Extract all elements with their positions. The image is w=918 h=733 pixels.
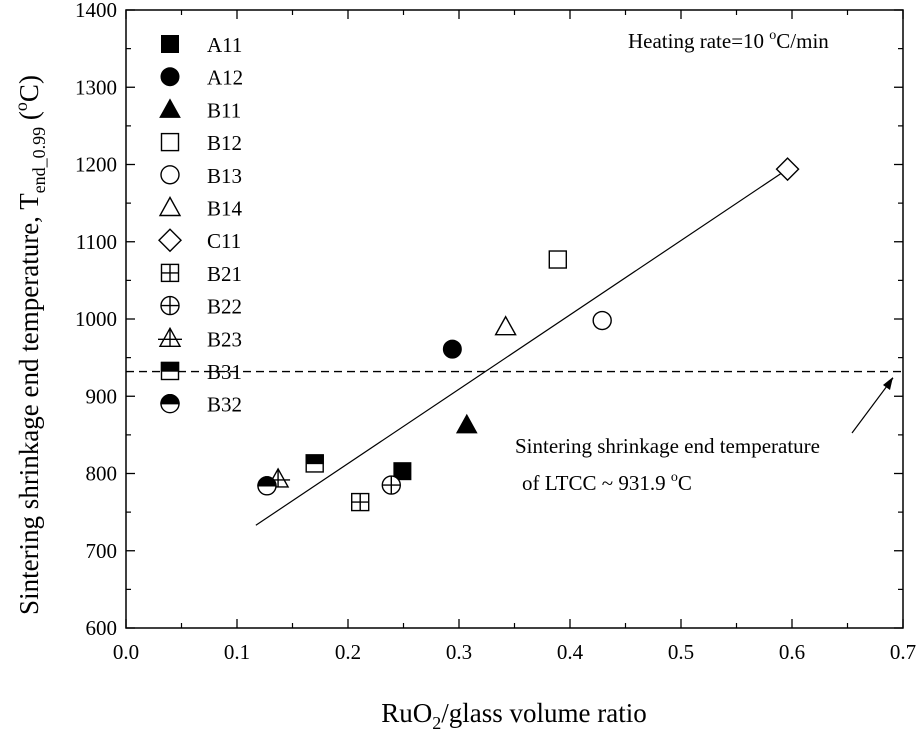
x-tick-label: 0.7 (890, 640, 916, 664)
x-tick-label: 0.3 (446, 640, 472, 664)
legend-marker-c11 (158, 228, 182, 253)
y-axis-title: Sintering shrinkage end temperature, Ten… (11, 75, 49, 615)
data-point-b31 (305, 454, 324, 473)
legend-marker-b12 (160, 132, 180, 152)
ref-label-line2: of LTCC ~ 931.9 oC (522, 470, 692, 495)
legend-label-b32: B32 (207, 393, 242, 417)
legend-label-b11: B11 (207, 98, 241, 122)
data-point-a11 (393, 462, 412, 481)
chart-lines (126, 168, 903, 526)
legend-marker-a12 (160, 67, 180, 87)
y-tick-label: 1200 (75, 153, 117, 177)
legend-label-b13: B13 (207, 164, 242, 188)
legend-label-b31: B31 (207, 360, 242, 384)
x-axis-title: RuO2/glass volume ratio (381, 698, 646, 733)
axis-ticks (125, 9, 904, 629)
y-tick-label: 1300 (75, 75, 117, 99)
legend-marker-b11 (159, 98, 181, 118)
legend: A11 A12 B11 B12 B13 B14 C11 B21 B22 B23 B31 B32 (158, 33, 243, 417)
x-tick-label: 0.2 (335, 640, 361, 664)
x-axis-title-rest: /glass volume ratio (441, 698, 646, 728)
legend-marker-b13 (160, 165, 180, 185)
legend-label-c11: C11 (207, 229, 241, 253)
ref-label-suffix: C (678, 471, 692, 495)
data-point-b14 (494, 315, 517, 336)
y-tick-label: 1100 (76, 230, 117, 254)
annotation-arrowhead (883, 377, 893, 390)
legend-label-a11: A11 (207, 33, 242, 57)
legend-label-b23: B23 (207, 327, 242, 351)
plot-frame (125, 9, 904, 629)
data-point-b21 (351, 492, 370, 512)
legend-marker-b31 (160, 361, 180, 381)
data-point-b13 (592, 310, 612, 331)
x-tick-label: 0.0 (113, 640, 139, 664)
y-axis-title-sup: o (11, 102, 31, 111)
heating-rate-sup: o (769, 28, 776, 43)
legend-label-b21: B21 (207, 262, 242, 286)
legend-marker-b22 (160, 295, 180, 316)
y-tick-label: 900 (86, 384, 118, 408)
y-tick-label: 800 (86, 462, 118, 486)
legend-marker-b23 (158, 326, 182, 347)
y-tick-label: 1400 (75, 0, 117, 22)
legend-label-a12: A12 (207, 66, 243, 90)
legend-label-b22: B22 (207, 295, 242, 319)
x-axis-title-base: RuO (381, 698, 432, 728)
x-tick-label: 0.1 (224, 640, 250, 664)
y-tick-label: 700 (86, 539, 118, 563)
x-tick-label: 0.6 (779, 640, 805, 664)
legend-label-b14: B14 (207, 197, 243, 221)
data-point-a12 (442, 339, 462, 359)
data-points (257, 157, 800, 512)
data-point-c11 (775, 157, 800, 182)
legend-label-b12: B12 (207, 131, 242, 155)
legend-marker-b14 (158, 196, 182, 217)
y-axis-title-close: C) (14, 75, 44, 102)
heating-rate-suffix: C/min (776, 29, 829, 53)
x-tick-label: 0.5 (668, 640, 694, 664)
y-axis-title-open: ( (14, 111, 44, 127)
linear-fit-line (255, 168, 788, 526)
data-point-b32 (257, 476, 277, 496)
y-axis-title-base: Sintering shrinkage end temperature, T (14, 193, 44, 615)
data-point-b11 (455, 413, 478, 434)
axis-tick-labels: 0.0 0.1 0.2 0.3 0.4 0.5 0.6 0.7 600 700 800 900 1000… (75, 0, 916, 664)
legend-marker-b32 (160, 394, 180, 414)
y-tick-label: 600 (86, 616, 118, 640)
y-tick-label: 1000 (75, 307, 117, 331)
data-point-b12 (548, 250, 567, 269)
legend-marker-b21 (160, 263, 180, 283)
y-axis-title-sub: end_0.99 (29, 127, 49, 194)
ref-label-prefix: of LTCC ~ 931.9 (522, 471, 671, 495)
heating-rate-annotation: Heating rate=10 oC/min (628, 28, 829, 53)
legend-marker-a11 (161, 35, 179, 53)
x-axis-title-sub: 2 (432, 713, 441, 733)
ref-label-sup: o (671, 470, 678, 485)
ref-label-line1: Sintering shrinkage end temperature (515, 434, 820, 458)
data-point-b22 (381, 475, 401, 495)
heating-rate-prefix: Heating rate=10 (628, 29, 769, 53)
x-tick-label: 0.4 (557, 640, 584, 664)
